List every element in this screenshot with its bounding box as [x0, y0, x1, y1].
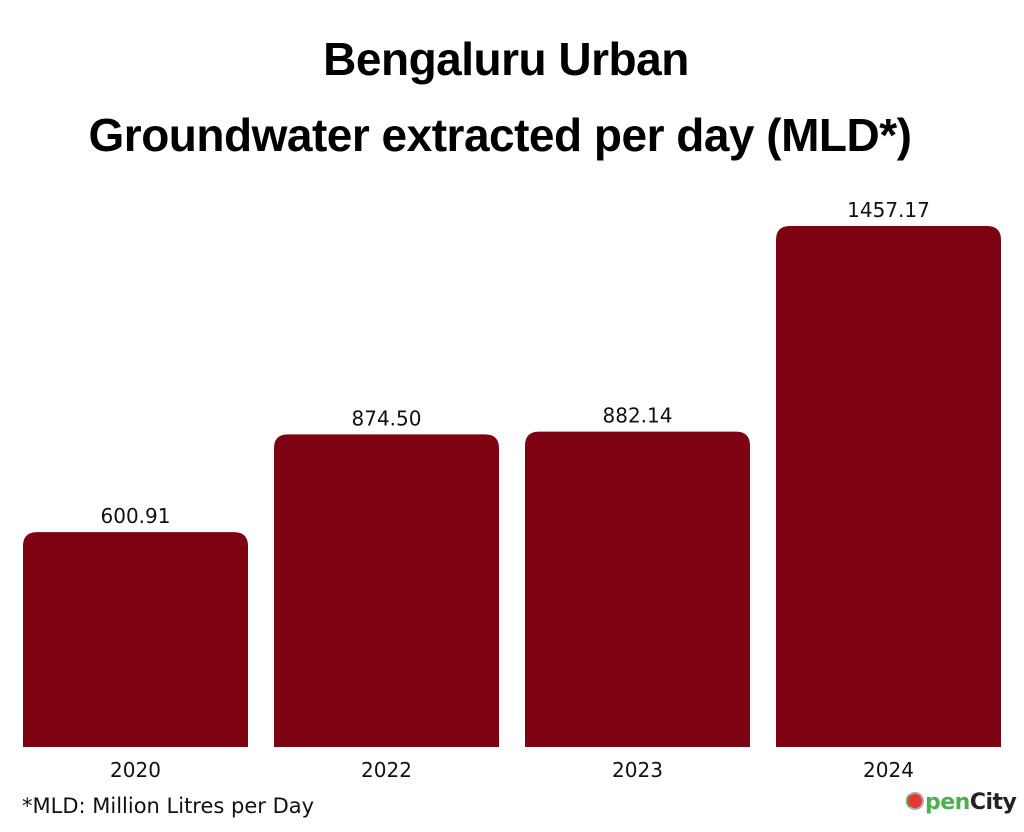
footnote: *MLD: Million Litres per Day	[22, 794, 315, 818]
x-tick-label-2020: 2020	[110, 758, 161, 782]
x-tick-label-2022: 2022	[361, 758, 412, 782]
chart-subtitle: Groundwater extracted per day (MLD*)	[88, 109, 912, 161]
x-tick-label-2024: 2024	[863, 758, 914, 782]
value-label-2024: 1457.17	[847, 198, 930, 222]
bar-2020	[23, 532, 248, 747]
value-label-2023: 882.14	[603, 404, 673, 428]
logo-text-open: pen	[925, 790, 970, 815]
opencity-logo: penCity	[906, 790, 1017, 815]
x-tick-label-2023: 2023	[612, 758, 663, 782]
value-label-2022: 874.50	[352, 406, 422, 430]
logo-o-icon	[906, 792, 924, 810]
bar-2024	[776, 226, 1001, 747]
value-label-2020: 600.91	[101, 504, 171, 528]
logo-text-city: City	[969, 790, 1017, 815]
bar-2022	[274, 434, 499, 747]
chart-title: Bengaluru Urban	[323, 33, 689, 85]
bar-2023	[525, 431, 750, 747]
